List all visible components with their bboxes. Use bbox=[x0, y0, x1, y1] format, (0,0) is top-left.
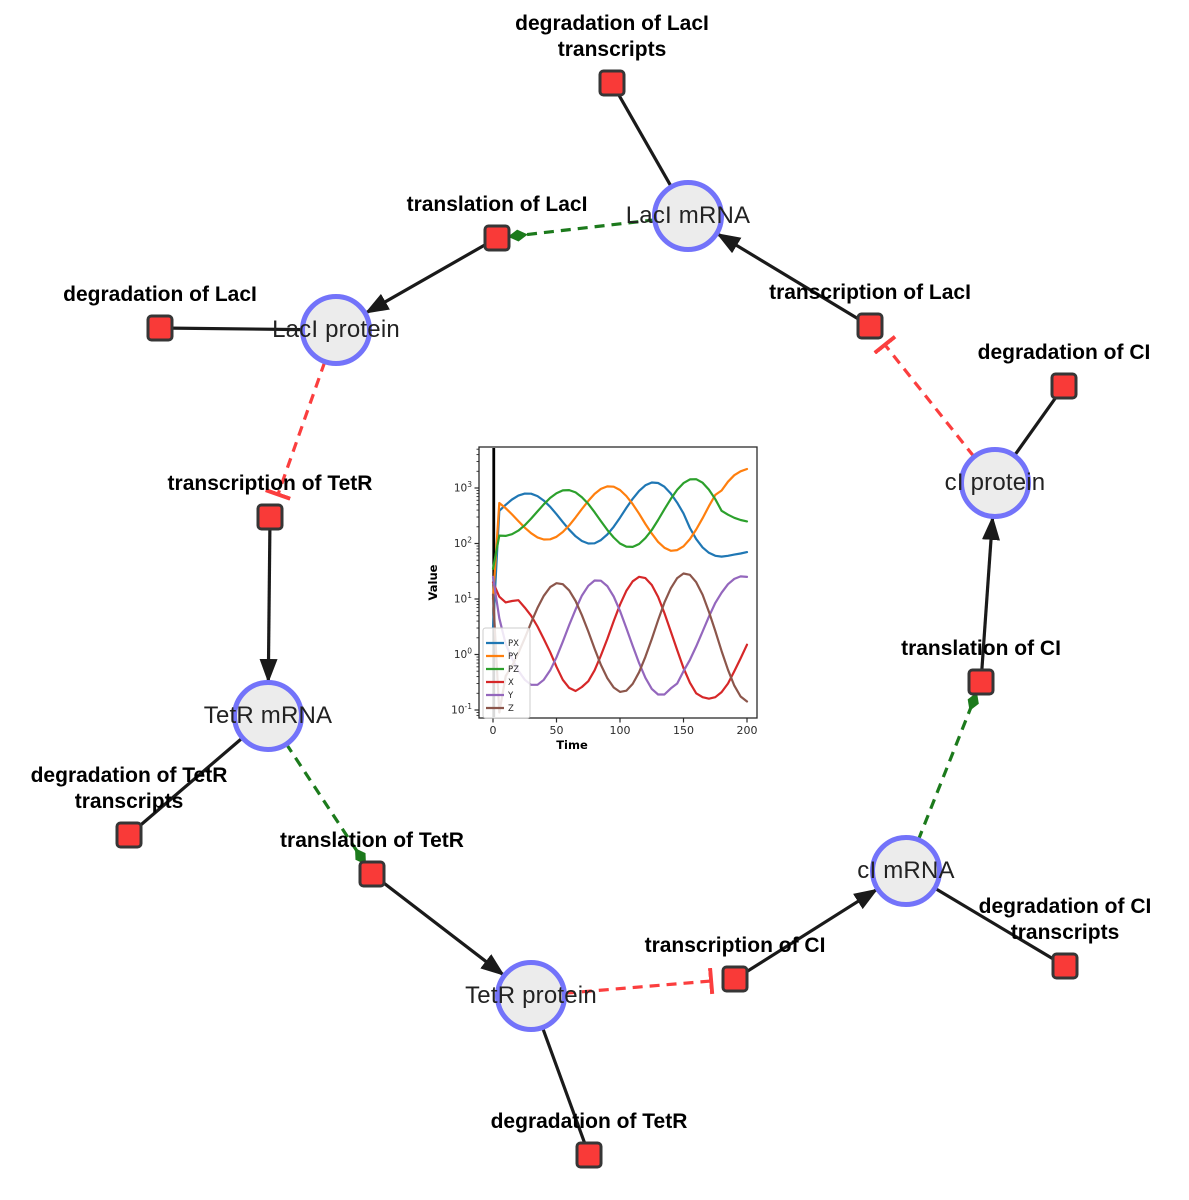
species-label-cI-mRNA: cI mRNA bbox=[857, 857, 955, 884]
species-label-tetR-protein: TetR protein bbox=[465, 982, 597, 1009]
edge-production-translation-tetR-to-tetR-protein bbox=[371, 872, 505, 977]
reaction-label-line: transcripts bbox=[1010, 921, 1120, 944]
reaction-label-line: translation of TetR bbox=[280, 829, 464, 852]
species-label-cI-protein: cI protein bbox=[944, 469, 1046, 496]
reaction-node-deg-cI-transcripts[interactable] bbox=[1051, 952, 1079, 980]
edge-inhibition-tetR-protein-to-transcription-cI bbox=[564, 967, 715, 995]
y-tick-label: 102 bbox=[454, 536, 472, 551]
edge-consumption-lacI-protein-to-deg-lacI bbox=[159, 326, 304, 332]
reaction-label-deg-cI-transcripts: degradation of CI transcripts bbox=[979, 894, 1152, 946]
legend-label-PY: PY bbox=[508, 652, 519, 662]
reaction-label-line: transcripts bbox=[74, 790, 184, 813]
x-tick-label: 200 bbox=[737, 724, 758, 737]
reaction-label-line: degradation of LacI bbox=[515, 12, 709, 35]
legend-label-PZ: PZ bbox=[508, 665, 519, 675]
chart-series-PY bbox=[491, 467, 749, 601]
reaction-label-line: degradation of TetR bbox=[30, 764, 228, 787]
edge-consumption-cI-mRNA-to-deg-cI-transcripts bbox=[933, 886, 1066, 968]
edge-production-transcription-tetR-to-tetR-mRNA bbox=[259, 516, 278, 683]
reaction-node-translation-cI[interactable] bbox=[967, 668, 995, 696]
edge-production-translation-cI-to-cI-protein bbox=[979, 515, 1000, 683]
reaction-label-deg-cI: degradation of CI bbox=[978, 340, 1151, 366]
reaction-node-deg-lacI[interactable] bbox=[146, 314, 174, 342]
edge-inhibition-cI-protein-to-transcription-lacI bbox=[873, 335, 976, 458]
chart-series-Z bbox=[491, 572, 749, 714]
chart-legend: PX PY PZ XYZ bbox=[482, 627, 531, 719]
species-node-lacI-mRNA[interactable] bbox=[652, 180, 724, 252]
reaction-label-line: degradation of TetR bbox=[490, 1110, 688, 1133]
species-node-cI-mRNA[interactable] bbox=[870, 835, 942, 907]
edge-consumption-tetR-protein-to-deg-tetR bbox=[540, 1026, 591, 1156]
x-tick-label: 150 bbox=[673, 724, 694, 737]
reaction-node-translation-lacI[interactable] bbox=[483, 224, 511, 252]
reaction-label-translation-lacI: translation of LacI bbox=[407, 192, 588, 218]
legend-label-PX: PX bbox=[508, 639, 519, 649]
reaction-label-deg-tetR: degradation of TetR bbox=[491, 1109, 688, 1135]
reaction-node-deg-tetR[interactable] bbox=[575, 1141, 603, 1169]
y-tick-label: 103 bbox=[454, 480, 472, 495]
reaction-label-deg-tetR-transcripts: degradation of TetR transcripts bbox=[31, 763, 228, 815]
edge-production-transcription-lacI-to-lacI-mRNA bbox=[716, 232, 871, 328]
edge-modifier-cI-mRNA-to-translation-cI bbox=[916, 692, 979, 841]
edge-inhibition-lacI-protein-to-transcription-tetR bbox=[265, 361, 327, 501]
chart-series-Y bbox=[491, 575, 749, 696]
reaction-label-transcription-cI: transcription of CI bbox=[645, 933, 826, 959]
chart-xlabel: Time bbox=[556, 738, 588, 752]
chart-series-X bbox=[491, 575, 749, 700]
x-tick-label: 50 bbox=[550, 724, 564, 737]
edge-modifier-lacI-mRNA-to-translation-lacI bbox=[507, 218, 656, 242]
reaction-node-transcription-lacI[interactable] bbox=[856, 312, 884, 340]
species-label-tetR-mRNA: TetR mRNA bbox=[203, 702, 333, 729]
reaction-node-translation-tetR[interactable] bbox=[358, 860, 386, 888]
species-node-tetR-mRNA[interactable] bbox=[232, 680, 304, 752]
y-tick-label: 100 bbox=[454, 647, 472, 662]
edge-consumption-lacI-mRNA-to-deg-lacI-transcripts bbox=[610, 82, 673, 189]
chart-ylabel: Value bbox=[426, 564, 440, 600]
chart-series-PX bbox=[491, 481, 749, 630]
y-tick-label: 10-1 bbox=[451, 702, 472, 717]
y-tick-label: 101 bbox=[454, 591, 472, 606]
edge-consumption-tetR-mRNA-to-deg-tetR-transcripts bbox=[127, 736, 244, 837]
edge-production-transcription-cI-to-cI-mRNA bbox=[734, 887, 879, 981]
reaction-label-deg-lacI-transcripts: degradation of LacI transcripts bbox=[515, 11, 709, 63]
species-label-lacI-protein: LacI protein bbox=[272, 316, 400, 343]
reaction-node-transcription-tetR[interactable] bbox=[256, 503, 284, 531]
reaction-label-translation-cI: translation of CI bbox=[901, 636, 1061, 662]
reaction-node-deg-tetR-transcripts[interactable] bbox=[115, 821, 143, 849]
reaction-label-translation-tetR: translation of TetR bbox=[280, 828, 464, 854]
species-node-cI-protein[interactable] bbox=[959, 447, 1031, 519]
reaction-label-line: degradation of CI bbox=[977, 341, 1151, 364]
legend-label-X: X bbox=[508, 678, 514, 688]
reaction-label-line: transcription of CI bbox=[644, 934, 826, 957]
species-node-tetR-protein[interactable] bbox=[495, 960, 567, 1032]
species-label-lacI-mRNA: LacI mRNA bbox=[625, 202, 751, 229]
chart-series-PZ bbox=[491, 478, 749, 570]
reaction-node-deg-cI[interactable] bbox=[1050, 372, 1078, 400]
reaction-label-transcription-tetR: transcription of TetR bbox=[168, 471, 373, 497]
legend-label-Y: Y bbox=[507, 691, 514, 701]
reaction-label-deg-lacI: degradation of LacI bbox=[63, 282, 257, 308]
reaction-label-line: transcription of TetR bbox=[167, 472, 373, 495]
x-tick-label: 100 bbox=[610, 724, 631, 737]
x-tick-label: 0 bbox=[490, 724, 497, 737]
reaction-label-line: transcription of LacI bbox=[769, 281, 971, 304]
reaction-label-transcription-lacI: transcription of LacI bbox=[769, 280, 971, 306]
reaction-label-line: translation of LacI bbox=[406, 193, 588, 216]
reaction-node-transcription-cI[interactable] bbox=[721, 965, 749, 993]
species-node-lacI-protein[interactable] bbox=[300, 294, 372, 366]
reaction-label-line: degradation of CI bbox=[978, 895, 1152, 918]
edge-production-translation-lacI-to-lacI-protein bbox=[364, 236, 498, 315]
reaction-label-line: transcripts bbox=[557, 38, 667, 61]
legend-label-Z: Z bbox=[508, 704, 514, 714]
reaction-node-deg-lacI-transcripts[interactable] bbox=[598, 69, 626, 97]
edge-modifier-tetR-mRNA-to-translation-tetR bbox=[284, 742, 367, 865]
legend-box bbox=[482, 627, 531, 719]
reaction-label-line: translation of CI bbox=[901, 637, 1061, 660]
reaction-label-line: degradation of LacI bbox=[63, 283, 257, 306]
